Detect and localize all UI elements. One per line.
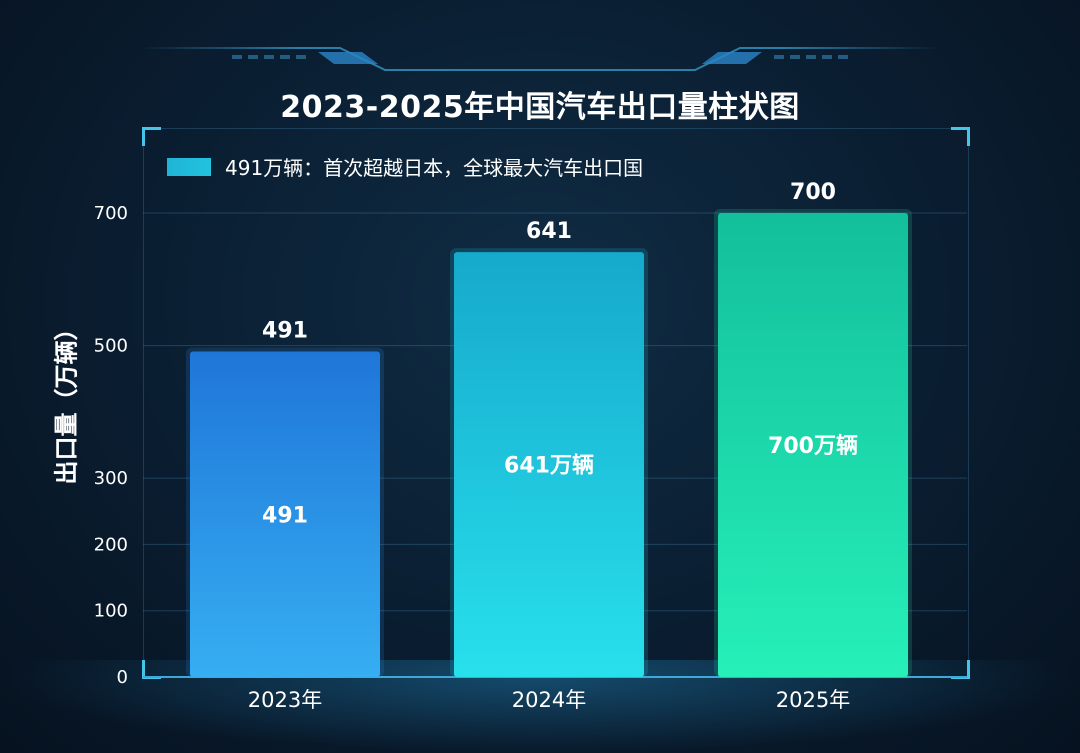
- y-tick-label: 100: [94, 601, 128, 622]
- panel-corner-top-left: [142, 127, 161, 146]
- y-tick-label: 500: [94, 336, 128, 357]
- y-tick-label: 200: [94, 534, 128, 555]
- y-tick-label: 300: [94, 468, 128, 489]
- x-tick-label: 2024年: [512, 688, 586, 712]
- x-tick-label: 2025年: [776, 688, 850, 712]
- legend: 491万辆：首次超越日本，全球最大汽车出口国: [167, 152, 643, 181]
- bar: [190, 351, 380, 677]
- header-decoration: [140, 47, 940, 71]
- legend-swatch: [167, 157, 211, 176]
- y-tick-label: 0: [117, 667, 128, 688]
- bar-value-label-inside: 700万辆: [768, 433, 858, 459]
- chart-title: 2023-2025年中国汽车出口量柱状图: [280, 90, 800, 125]
- bar-value-label-top: 491: [262, 319, 308, 344]
- bar: [454, 252, 644, 677]
- x-tick-label: 2023年: [248, 688, 322, 712]
- panel-corner-top-right: [951, 127, 970, 146]
- legend-label: 491万辆：首次超越日本，全球最大汽车出口国: [225, 156, 644, 180]
- bar-value-label-inside: 491: [262, 503, 308, 528]
- bar-value-label-top: 641: [526, 219, 572, 244]
- bar-value-label-top: 700: [790, 180, 836, 205]
- y-tick-label: 700: [94, 203, 128, 224]
- bar-value-label-inside: 641万辆: [504, 453, 594, 479]
- bar: [718, 213, 908, 677]
